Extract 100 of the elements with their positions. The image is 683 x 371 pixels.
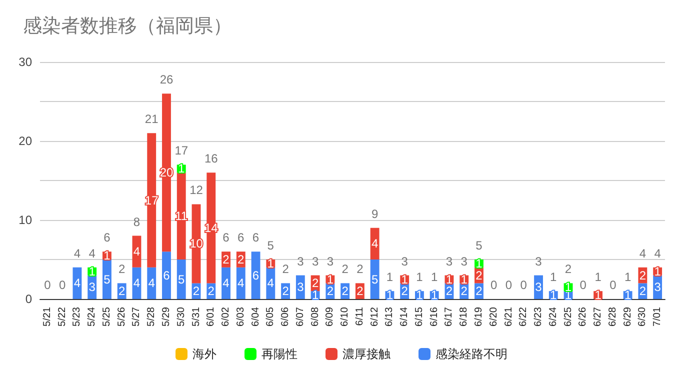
x-tick-label: 6/26 (578, 306, 589, 326)
x-tick-label: 6/19 (473, 306, 484, 326)
x-tick-label: 6/02 (220, 306, 232, 326)
data-label: 5 (178, 272, 186, 286)
total-label: 3 (297, 254, 304, 268)
total-label: 3 (535, 254, 542, 268)
y-tick-label: 0 (25, 292, 32, 306)
data-label: 2 (476, 268, 483, 282)
legend-label: 濃厚接触 (342, 347, 390, 361)
data-label: 2 (326, 284, 334, 298)
data-label: 1 (654, 264, 662, 278)
total-label: 5 (267, 238, 274, 252)
total-label: 2 (282, 262, 290, 276)
total-label: 1 (594, 270, 602, 284)
total-label: 1 (431, 270, 438, 284)
data-label: 4 (148, 276, 156, 290)
data-label: 1 (416, 288, 424, 302)
total-label: 3 (460, 254, 468, 268)
text: 0 (580, 278, 586, 292)
x-tick-label: 5/27 (131, 306, 142, 326)
data-label: 3 (88, 280, 96, 294)
data-label: 2 (222, 252, 230, 266)
x-tick-label: 6/13 (384, 306, 396, 326)
text: 0 (44, 278, 51, 292)
y-tick-label: 10 (18, 213, 32, 227)
total-label: 4 (74, 246, 81, 260)
x-tick-label: 6/08 (310, 306, 321, 326)
data-label: 1 (446, 272, 453, 286)
x-tick-label: 5/28 (146, 306, 158, 326)
total-label: 17 (174, 144, 188, 158)
data-label: 1 (594, 288, 602, 302)
data-label: 2 (639, 284, 646, 298)
x-tick-label: 5/24 (86, 306, 98, 326)
y-tick-label: 20 (18, 134, 32, 148)
total-label: 1 (550, 270, 558, 284)
total-label: 6 (104, 230, 111, 245)
text: 0 (520, 278, 527, 292)
data-label: 5 (104, 272, 111, 286)
data-label: 2 (639, 268, 646, 282)
x-tick-label: 6/24 (548, 306, 559, 326)
x-tick-label: 6/16 (428, 306, 440, 326)
total-label: 5 (476, 238, 483, 252)
data-label: 2 (476, 284, 483, 298)
total-label: 2 (342, 262, 349, 276)
x-tick-label: 6/23 (533, 306, 544, 326)
data-label: 2 (356, 284, 364, 298)
total-label: 1 (624, 270, 632, 284)
text: 0 (505, 278, 512, 292)
data-label: 4 (74, 276, 81, 290)
data-label: 2 (460, 284, 468, 298)
x-tick-label: 6/18 (458, 306, 470, 326)
y-tick-label: 30 (18, 55, 32, 69)
total-label: 8 (133, 214, 140, 229)
total-label: 21 (144, 112, 159, 126)
x-tick-label: 6/05 (265, 306, 276, 326)
x-tick-label: 6/07 (294, 306, 306, 326)
data-label: 3 (535, 280, 542, 294)
data-label: 1 (386, 288, 394, 302)
legend-label: 海外 (192, 347, 216, 361)
data-label: 4 (238, 276, 245, 290)
data-label: 1 (431, 288, 438, 302)
x-tick-label: 5/31 (190, 306, 202, 326)
total-label: 1 (386, 270, 394, 284)
total-label: 3 (326, 254, 334, 268)
data-label: 1 (550, 288, 558, 302)
x-tick-label: 5/22 (56, 306, 68, 326)
data-label: 5 (371, 272, 378, 286)
x-tick-label: 6/09 (324, 306, 336, 326)
data-label: 2 (238, 252, 245, 266)
total-label: 1 (416, 270, 424, 284)
text: 0 (490, 278, 498, 292)
data-label: 2 (312, 276, 319, 290)
total-label: 3 (401, 254, 408, 268)
legend-label: 再陽性 (262, 347, 298, 361)
data-label: 1 (624, 288, 632, 302)
x-tick-label: 5/26 (116, 306, 128, 326)
data-label: 1 (326, 272, 334, 286)
data-label: 2 (342, 284, 349, 298)
data-label: 1 (178, 162, 186, 176)
x-tick-label: 6/03 (235, 306, 246, 326)
x-tick-label: 6/14 (399, 306, 410, 326)
data-label: 4 (133, 244, 140, 259)
x-tick-label: 6/21 (503, 306, 514, 326)
total-label: 26 (160, 72, 174, 87)
x-tick-label: 6/27 (592, 306, 604, 326)
total-label: 2 (118, 262, 126, 276)
data-label: 2 (282, 284, 290, 298)
x-tick-label: 6/20 (488, 306, 500, 326)
x-tick-label: 6/30 (637, 306, 648, 326)
data-label: 1 (312, 288, 319, 302)
data-label: 1 (401, 272, 408, 286)
x-tick-label: 5/29 (160, 306, 172, 326)
total-label: 4 (639, 246, 646, 260)
x-tick-label: 6/04 (250, 306, 262, 326)
data-label: 1 (476, 256, 483, 270)
data-label: 6 (252, 268, 260, 282)
data-label: 4 (267, 276, 274, 290)
x-tick-label: 6/12 (369, 306, 380, 326)
total-label: 9 (371, 206, 378, 221)
data-label: 2 (118, 284, 126, 298)
